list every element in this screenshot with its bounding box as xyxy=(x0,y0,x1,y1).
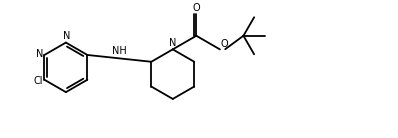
Text: N: N xyxy=(36,49,43,59)
Text: N: N xyxy=(63,31,70,41)
Text: O: O xyxy=(220,39,228,49)
Text: NH: NH xyxy=(112,46,127,56)
Text: N: N xyxy=(169,38,176,48)
Text: O: O xyxy=(193,3,200,13)
Text: Cl: Cl xyxy=(33,76,43,86)
